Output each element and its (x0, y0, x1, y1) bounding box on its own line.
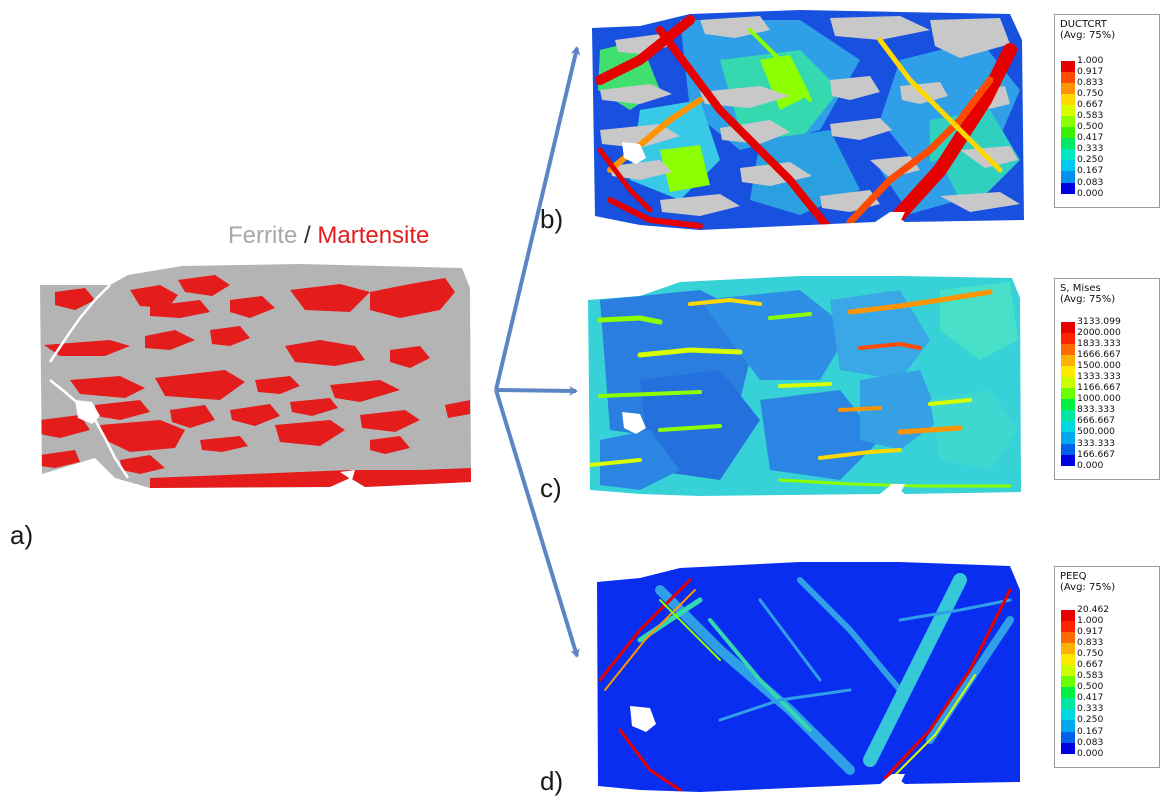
legend-value: 20.462 (1077, 604, 1110, 615)
panel-label-b: b) (540, 204, 564, 234)
void-a (75, 400, 100, 424)
phase-title: Ferrite / Martensite (228, 222, 429, 250)
legend-value: 0.500 (1077, 121, 1104, 133)
legend-value: 0.500 (1077, 681, 1104, 693)
legend-values: 1.000 0.917 0.833 0.750 0.667 0.583 0.50… (1077, 55, 1103, 199)
legend-ductcrt: DUCTCRT (Avg: 75%) 1.000 0.917 0.833 0.7… (1054, 14, 1160, 208)
notch-d (892, 774, 905, 784)
legend-value: 0.833 (1077, 637, 1104, 649)
legend-peeq: PEEQ (Avg: 75%) 20.462 1.000 0.917 0.833… (1054, 566, 1160, 768)
specimen-base-d (597, 562, 1020, 792)
legend-value: 0.083 (1077, 176, 1104, 188)
legend-value: 1666.667 (1077, 349, 1121, 361)
mises-hot-bands (588, 289, 1012, 488)
martensite-islands (40, 275, 471, 488)
legend-value: 1833.333 (1077, 338, 1121, 350)
legend-value: 3133.099 (1077, 316, 1121, 327)
notch-a (340, 470, 355, 480)
arrow-to-c (495, 385, 578, 396)
notch-b (890, 212, 905, 222)
panel-label-d: d) (540, 766, 564, 796)
legend-value: 666.667 (1077, 415, 1115, 427)
legend-value: 333.333 (1077, 437, 1115, 449)
legend-value: 0.583 (1077, 670, 1104, 682)
legend-value: 1.000 (1077, 55, 1104, 66)
arrow-to-b (494, 46, 581, 391)
legend-values: 20.462 1.000 0.917 0.833 0.750 0.667 0.5… (1077, 604, 1109, 759)
arrow-to-d (494, 389, 580, 658)
panel-label-a: a) (10, 520, 34, 550)
legend-value: 2000.000 (1077, 327, 1121, 339)
legend-mises: S, Mises (Avg: 75%) 3133.099 2000.000 18… (1054, 278, 1160, 480)
legend-subtitle: (Avg: 75%) (1060, 30, 1116, 41)
legend-color-bar (1061, 322, 1075, 466)
legend-value: 0.333 (1077, 143, 1104, 155)
legend-value: 0.417 (1077, 132, 1104, 144)
legend-value: 0.000 (1077, 459, 1104, 471)
legend-value: 0.167 (1077, 725, 1104, 737)
legend-value: 0.417 (1077, 692, 1104, 704)
legend-value: 0.083 (1077, 736, 1104, 748)
void-b (622, 142, 646, 164)
martensite-label: Martensite (317, 222, 430, 249)
legend-value: 1500.000 (1077, 360, 1121, 372)
legend-value: 0.167 (1077, 165, 1104, 177)
legend-value: 0.000 (1077, 747, 1104, 759)
legend-value: 500.000 (1077, 426, 1115, 438)
void-c (622, 412, 646, 434)
title-separator: / (304, 222, 311, 249)
void-d (630, 706, 656, 732)
peeq-primary-bands (598, 578, 1012, 792)
legend-values: 3133.099 2000.000 1833.333 1666.667 1500… (1077, 316, 1121, 471)
legend-value: 1.000 (1077, 615, 1104, 627)
legend-subtitle: (Avg: 75%) (1060, 294, 1116, 305)
legend-value: 0.250 (1077, 714, 1104, 726)
legend-value: 0.917 (1077, 66, 1104, 78)
legend-value: 0.750 (1077, 648, 1104, 660)
legend-value: 1166.667 (1077, 382, 1121, 394)
legend-value: 0.583 (1077, 110, 1104, 122)
legend-title: PEEQ (1060, 571, 1087, 582)
legend-value: 1333.333 (1077, 371, 1121, 383)
legend-value: 166.667 (1077, 448, 1115, 460)
legend-color-bar (1061, 610, 1075, 754)
legend-value: 1000.000 (1077, 393, 1121, 405)
legend-value: 0.667 (1077, 659, 1104, 671)
ductcrt-fields (598, 20, 1020, 215)
legend-subtitle: (Avg: 75%) (1060, 582, 1116, 593)
legend-value: 0.833 (1077, 77, 1104, 89)
legend-value: 0.917 (1077, 626, 1104, 638)
legend-value: 0.250 (1077, 154, 1104, 166)
panel-label-c: c) (540, 473, 562, 503)
legend-title: S, Mises (1060, 283, 1101, 294)
notch-c (890, 484, 905, 494)
legend-value: 0.333 (1077, 703, 1104, 715)
peeq-secondary-bands (637, 573, 1014, 775)
legend-color-bar (1061, 61, 1075, 194)
legend-value: 0.667 (1077, 99, 1104, 111)
legend-value: 0.750 (1077, 88, 1104, 100)
legend-value: 833.333 (1077, 404, 1115, 416)
legend-title: DUCTCRT (1060, 19, 1107, 30)
ferrite-label: Ferrite (228, 222, 298, 249)
legend-value: 0.000 (1077, 187, 1104, 199)
